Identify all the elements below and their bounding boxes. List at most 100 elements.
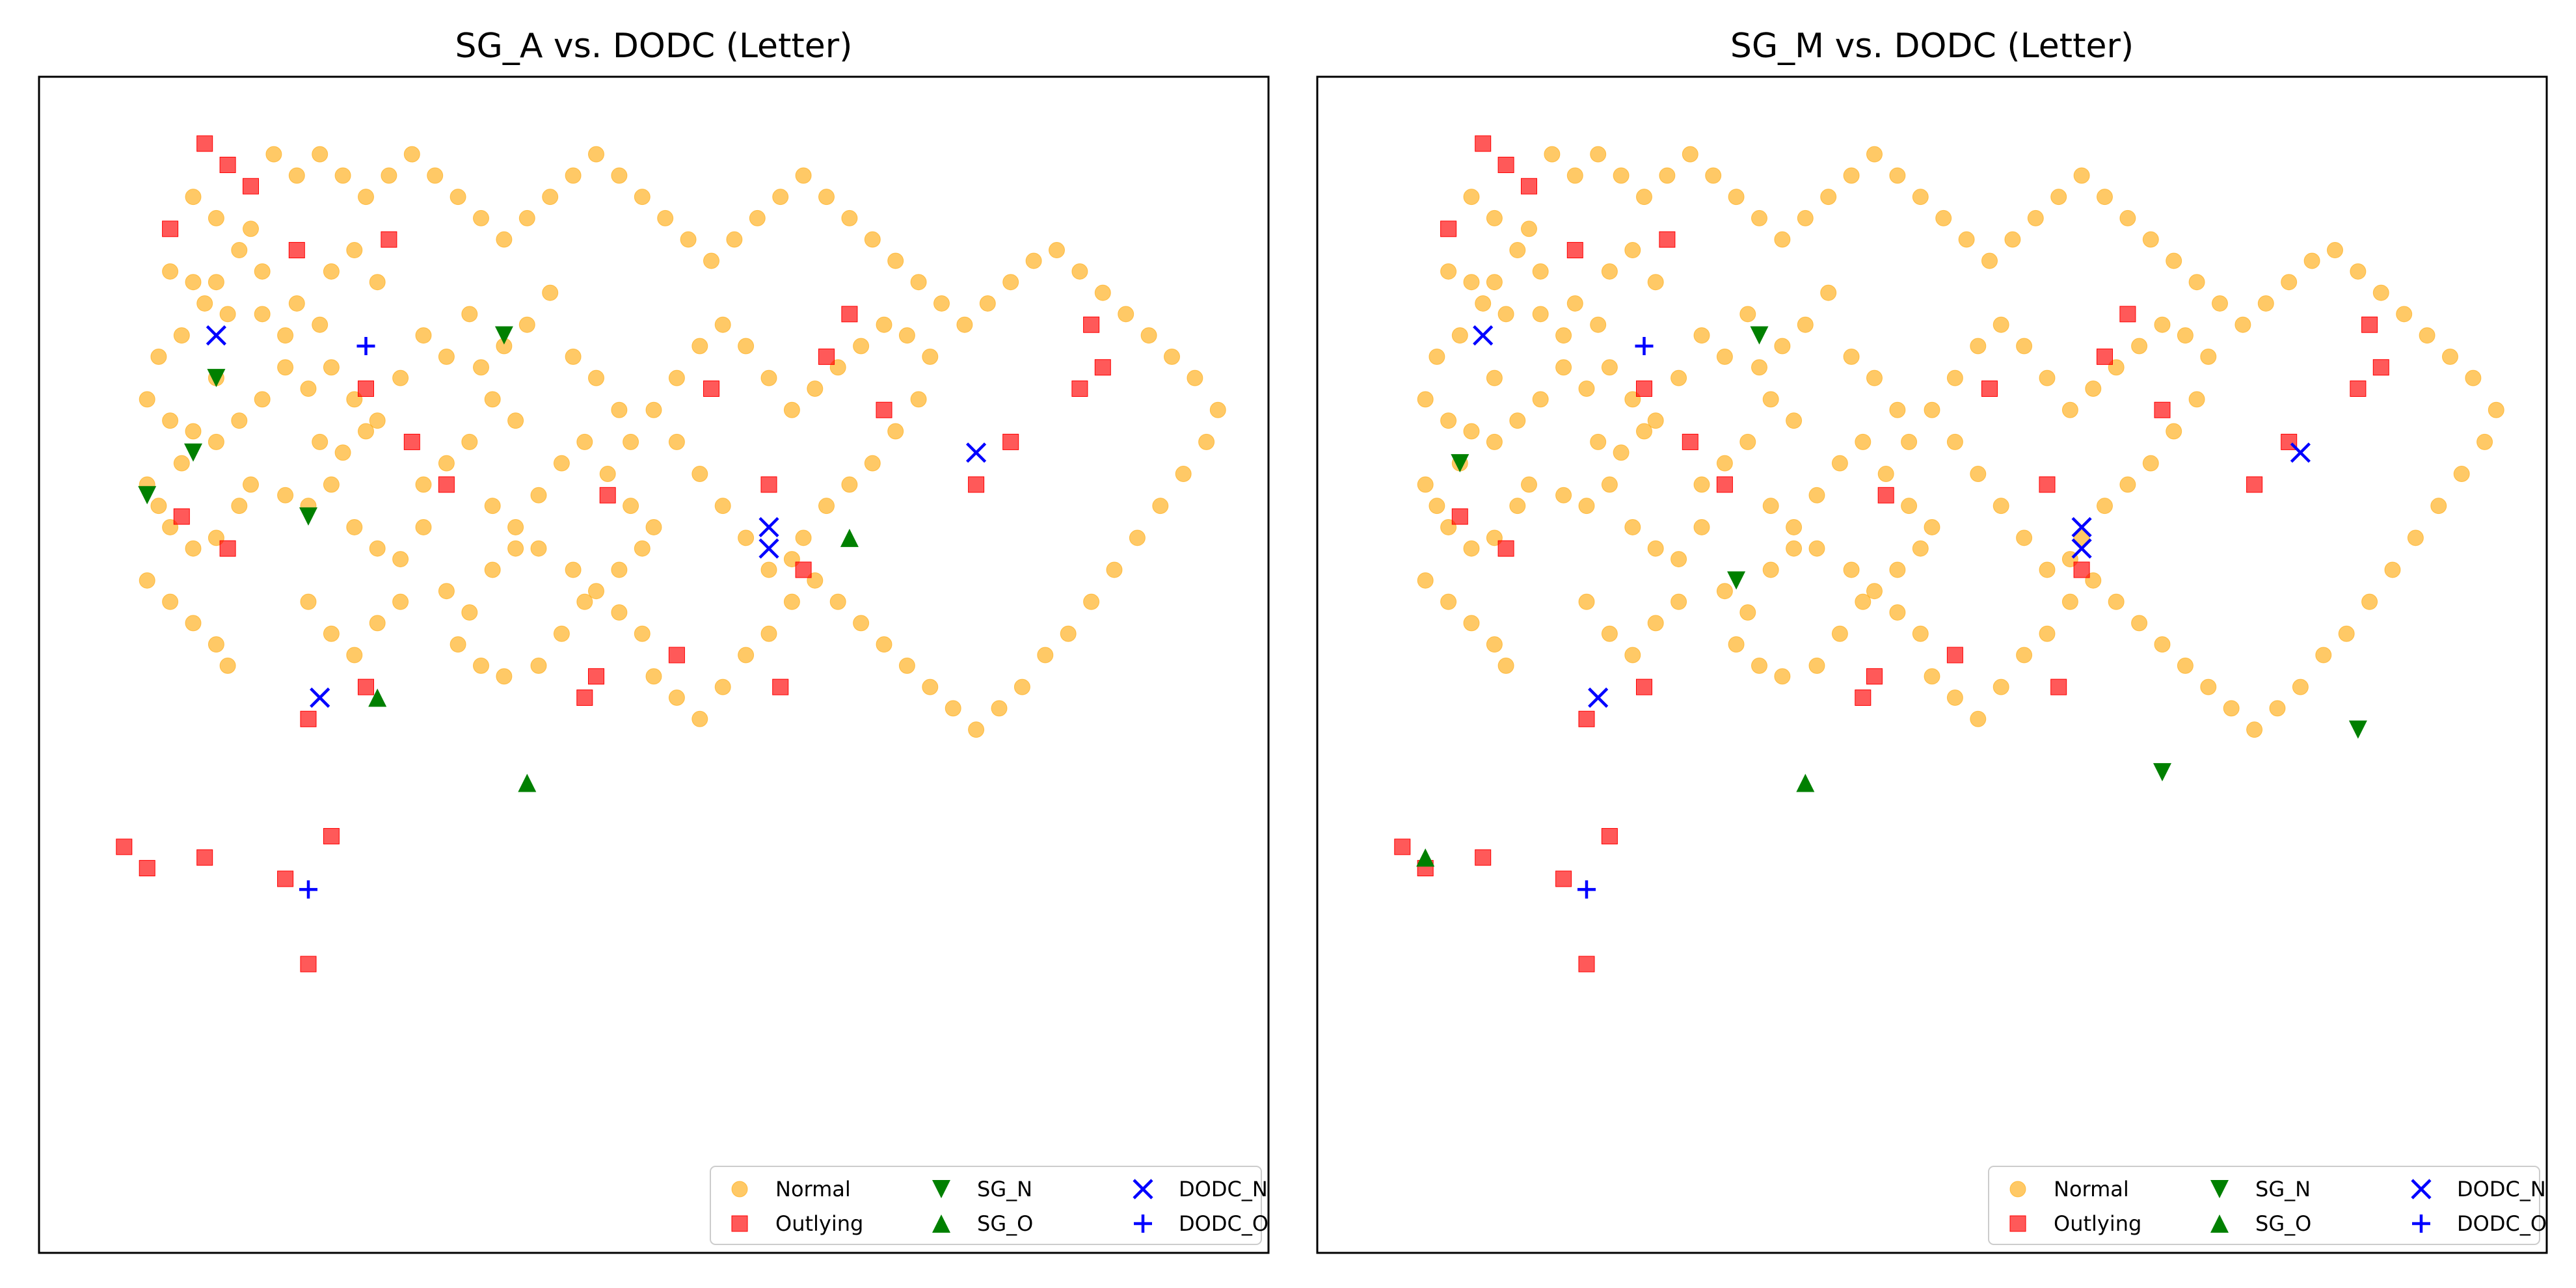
outlying-point bbox=[116, 839, 133, 855]
normal-point bbox=[1555, 487, 1572, 503]
outlying-point bbox=[1440, 221, 1457, 237]
normal-point bbox=[1463, 540, 1480, 557]
normal-point bbox=[1636, 189, 1652, 206]
normal-point bbox=[2246, 721, 2263, 738]
normal-point bbox=[288, 295, 305, 312]
normal-point bbox=[1855, 593, 1872, 610]
legend-label: SG_O bbox=[2255, 1211, 2311, 1236]
normal-point bbox=[1855, 433, 1872, 450]
sg-n-point bbox=[2348, 720, 2367, 739]
legend-label: Outlying bbox=[2054, 1211, 2141, 1236]
normal-point bbox=[2223, 700, 2240, 717]
normal-point bbox=[1843, 561, 1860, 578]
legend-marker-outlying bbox=[2009, 1215, 2026, 1232]
normal-point bbox=[1970, 466, 1987, 483]
legend-label: DODC_N bbox=[1179, 1177, 1268, 1201]
normal-point bbox=[645, 668, 662, 685]
normal-point bbox=[1693, 518, 1710, 535]
normal-point bbox=[530, 657, 547, 674]
normal-point bbox=[219, 657, 236, 674]
plot-frame bbox=[1316, 75, 2548, 1254]
normal-point bbox=[2166, 252, 2182, 269]
normal-point bbox=[1970, 710, 1987, 727]
outlying-point bbox=[599, 487, 616, 503]
normal-point bbox=[1889, 167, 1906, 184]
normal-point bbox=[2430, 498, 2447, 515]
normal-point bbox=[565, 561, 582, 578]
normal-point bbox=[1578, 381, 1595, 397]
normal-point bbox=[634, 540, 651, 557]
normal-point bbox=[623, 498, 639, 515]
outlying-point bbox=[1877, 487, 1894, 503]
normal-point bbox=[1716, 348, 1733, 365]
sg-n-point bbox=[1727, 571, 1746, 590]
normal-point bbox=[473, 657, 489, 674]
legend-marker-dodc-n bbox=[2411, 1179, 2432, 1200]
normal-point bbox=[2177, 327, 2194, 344]
normal-point bbox=[714, 316, 731, 333]
normal-point bbox=[1198, 433, 1215, 450]
normal-point bbox=[553, 625, 570, 642]
normal-point bbox=[1613, 444, 1630, 461]
sg-n-point bbox=[207, 369, 226, 388]
normal-point bbox=[2131, 615, 2148, 632]
normal-point bbox=[1417, 476, 1434, 493]
legend-entry-outlying: Outlying bbox=[2009, 1211, 2141, 1236]
normal-point bbox=[1429, 348, 1445, 365]
normal-point bbox=[231, 412, 248, 429]
normal-point bbox=[2085, 381, 2102, 397]
normal-point bbox=[2257, 295, 2274, 312]
normal-point bbox=[876, 316, 892, 333]
normal-point bbox=[2119, 209, 2136, 226]
normal-point bbox=[1590, 433, 1607, 450]
normal-point bbox=[864, 231, 881, 248]
normal-point bbox=[2119, 476, 2136, 493]
normal-point bbox=[1555, 359, 1572, 376]
legend-label: Outlying bbox=[775, 1211, 863, 1236]
legend-box bbox=[1988, 1166, 2540, 1245]
normal-point bbox=[611, 401, 628, 418]
legend-items: Normal Outlying SG_N SG_O DODC_N DODC_O bbox=[731, 1177, 1268, 1236]
legend-entry-dodc-o: DODC_O bbox=[1134, 1211, 1268, 1236]
normal-point bbox=[1762, 498, 1779, 515]
legend-items: Normal Outlying SG_N SG_O DODC_N DODC_O bbox=[2009, 1177, 2547, 1236]
normal-point bbox=[415, 476, 432, 493]
outlying-point bbox=[358, 381, 374, 397]
normal-point bbox=[611, 604, 628, 621]
normal-point bbox=[1647, 615, 1664, 632]
outlying-point bbox=[1636, 678, 1652, 695]
sg-n-point bbox=[138, 486, 157, 505]
normal-point bbox=[392, 593, 409, 610]
legend-marker-dodc-o bbox=[2412, 1214, 2430, 1233]
normal-point bbox=[392, 369, 409, 386]
legend-marker-sg-o bbox=[932, 1214, 950, 1233]
normal-point bbox=[1866, 369, 1883, 386]
normal-point bbox=[829, 593, 846, 610]
normal-point bbox=[1417, 572, 1434, 589]
normal-point bbox=[1209, 401, 1226, 418]
normal-point bbox=[461, 433, 478, 450]
normal-point bbox=[1751, 657, 1767, 674]
normal-point bbox=[1935, 209, 1952, 226]
normal-point bbox=[1624, 647, 1641, 664]
normal-point bbox=[760, 561, 777, 578]
normal-point bbox=[1509, 498, 1526, 515]
sg-n-point bbox=[1750, 326, 1769, 345]
normal-point bbox=[2361, 593, 2378, 610]
normal-point bbox=[461, 306, 478, 323]
normal-point bbox=[1037, 647, 1054, 664]
normal-point bbox=[277, 327, 294, 344]
legend: Normal Outlying SG_N SG_O DODC_N DODC_O bbox=[1988, 1166, 2547, 1245]
outlying-point bbox=[1855, 690, 1872, 706]
normal-point bbox=[703, 252, 719, 269]
normal-point bbox=[1659, 167, 1676, 184]
normal-point bbox=[518, 209, 535, 226]
normal-point bbox=[2188, 391, 2205, 408]
normal-point bbox=[956, 316, 973, 333]
normal-point bbox=[231, 242, 248, 259]
normal-point bbox=[1728, 189, 1745, 206]
legend-marker-sg-n bbox=[932, 1180, 950, 1198]
normal-point bbox=[1866, 146, 1883, 163]
normal-point bbox=[1751, 359, 1767, 376]
normal-point bbox=[2097, 498, 2113, 515]
